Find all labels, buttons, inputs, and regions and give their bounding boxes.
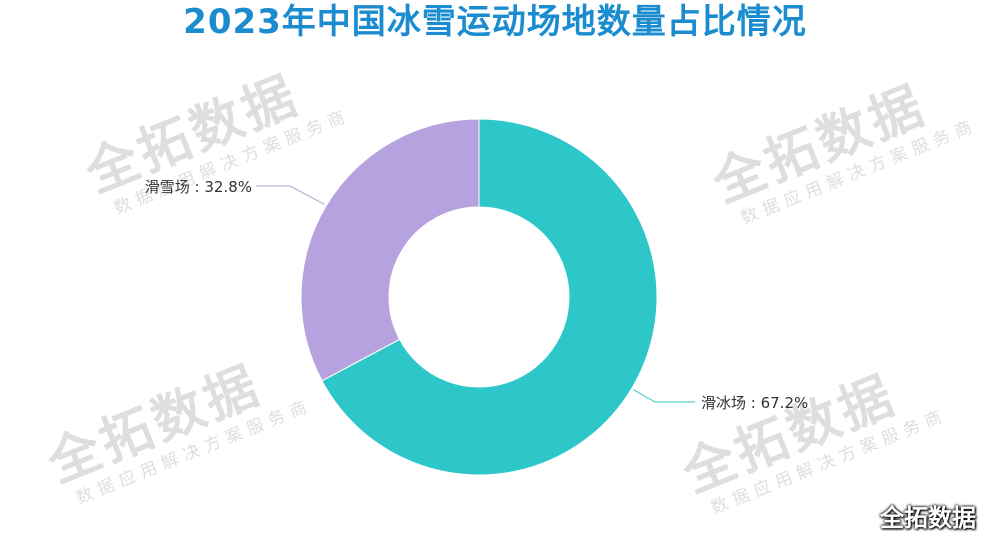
donut-slice-2 <box>300 118 480 382</box>
leader-line-1 <box>633 389 695 403</box>
data-label-1: 滑冰场 : 67.2% <box>701 394 808 412</box>
leader-line-2 <box>256 185 325 205</box>
data-label-2: 滑雪场 : 32.8% <box>145 178 252 196</box>
corner-logo: 全拓数据 <box>880 504 976 532</box>
chart-title: 2023年中国冰雪运动场地数量占比情况 <box>183 2 807 42</box>
donut-slice-1 <box>321 118 658 476</box>
